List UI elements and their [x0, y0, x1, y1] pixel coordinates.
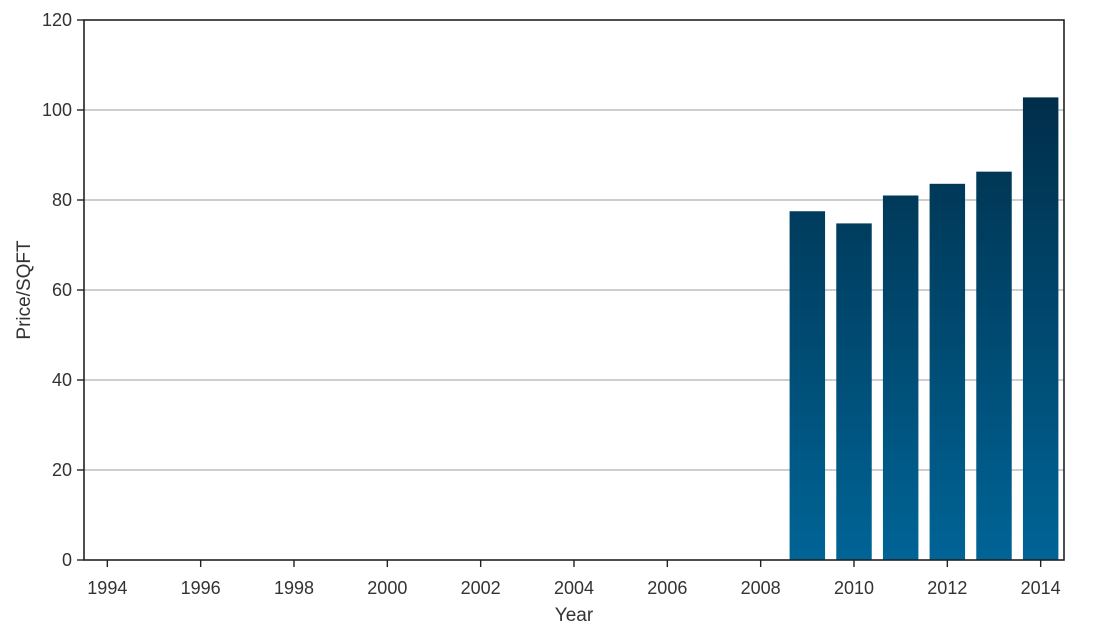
x-tick-label: 1998	[274, 578, 314, 598]
x-tick-label: 2014	[1021, 578, 1061, 598]
bar-2011	[882, 195, 919, 560]
bar-2013	[976, 171, 1012, 560]
x-axis-label: Year	[555, 605, 594, 626]
y-axis-ticks: 0 20 40 60 80 100 120	[42, 10, 84, 570]
bars	[789, 97, 1059, 561]
y-axis-label: Price/SQFT	[14, 240, 35, 340]
x-tick-label: 2006	[647, 578, 687, 598]
y-tick-label: 120	[42, 10, 72, 30]
x-tick-label: 2000	[367, 578, 407, 598]
y-tick-label: 40	[52, 370, 72, 390]
x-tick-label: 2004	[554, 578, 594, 598]
y-tick-label: 20	[52, 460, 72, 480]
x-tick-label: 2012	[927, 578, 967, 598]
y-tick-label: 0	[62, 550, 72, 570]
x-tick-label: 1996	[181, 578, 221, 598]
bar-2010	[836, 223, 872, 560]
bar-2012	[929, 183, 966, 561]
y-tick-label: 80	[52, 190, 72, 210]
x-tick-label: 1994	[87, 578, 127, 598]
x-tick-label: 2008	[741, 578, 781, 598]
bar-2009	[789, 211, 826, 560]
y-tick-label: 100	[42, 100, 72, 120]
y-tick-label: 60	[52, 280, 72, 300]
x-tick-label: 2010	[834, 578, 874, 598]
bar-2014	[1022, 97, 1059, 561]
x-axis-ticks: 1994 1996 1998 2000 2002 2004 2006 2008 2010 2012…	[87, 560, 1061, 598]
x-tick-label: 2002	[461, 578, 501, 598]
